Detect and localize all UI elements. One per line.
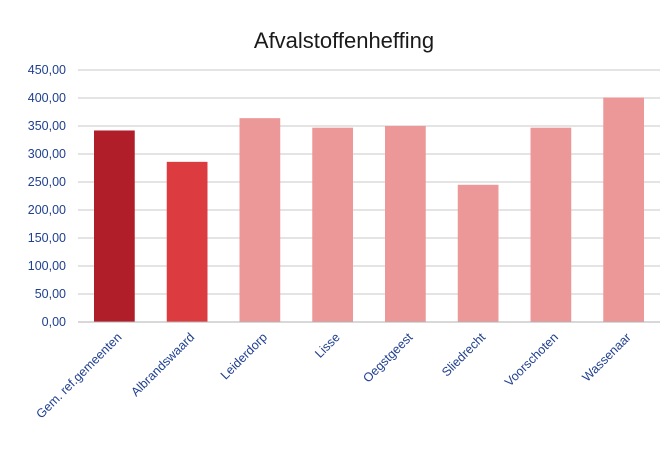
chart-title: Afvalstoffenheffing [254,28,434,53]
bar-sliedrecht [457,184,499,322]
y-tick-label: 100,00 [28,259,66,273]
x-category-label: Oegstgeest [360,330,415,385]
x-category-label: Wassenaar [579,330,633,384]
y-tick-label: 400,00 [28,91,66,105]
y-axis-tick-labels: 0,00 50,00 100,00 150,00 200,00 250,00 300,00 3… [28,63,66,329]
bar-wassenaar [603,97,644,322]
x-category-label: Voorschoten [502,330,561,389]
y-tick-label: 300,00 [28,147,66,161]
y-tick-label: 150,00 [28,231,66,245]
x-category-label: Sliedrecht [439,330,489,380]
bar-leiderdorp [239,118,281,322]
bars [94,97,644,323]
y-tick-label: 200,00 [28,203,66,217]
x-axis-category-labels: Gem. ref.gemeenten Albrandswaard Leiderdor… [34,330,634,421]
x-category-label: Gem. ref.gemeenten [34,330,125,421]
y-tick-label: 350,00 [28,119,66,133]
bar-albrandswaard [166,161,208,322]
bar-oegstgeest [385,126,426,322]
y-tick-label: 50,00 [35,287,66,301]
bar-voorschoten [530,127,572,323]
x-category-label: Lisse [312,330,343,361]
bar-lisse [312,127,353,323]
y-tick-label: 0,00 [42,315,66,329]
gridlines [78,69,660,295]
x-category-label: Albrandswaard [128,330,197,399]
x-category-label: Leiderdorp [218,330,270,382]
bar-gem-ref-gemeenten [94,130,135,322]
y-tick-label: 450,00 [28,63,66,77]
y-tick-label: 250,00 [28,175,66,189]
